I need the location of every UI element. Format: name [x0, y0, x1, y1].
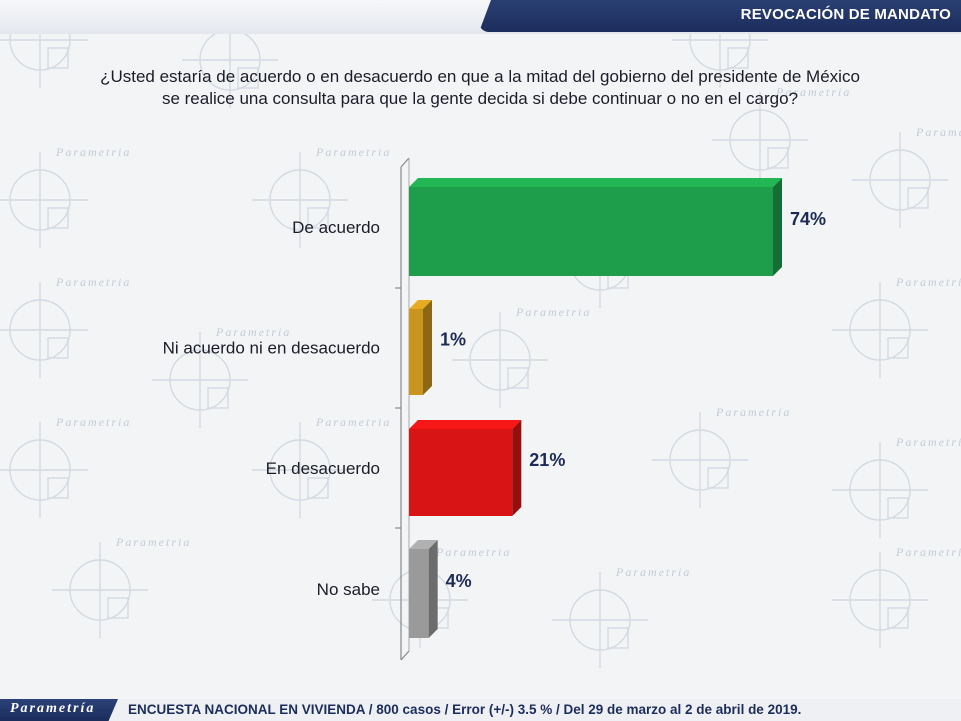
watermark-text: Parametria [55, 145, 131, 159]
bar-side [428, 540, 438, 638]
header-band: REVOCACIÓN DE MANDATO [0, 0, 961, 34]
watermark-box [767, 147, 789, 169]
watermark-text: Parametria [115, 535, 191, 549]
footer: Parametría ENCUESTA NACIONAL EN VIVIENDA… [0, 699, 961, 721]
bar-top [409, 178, 782, 187]
watermark-box [307, 207, 329, 229]
watermark-box [237, 67, 259, 89]
section-title: REVOCACIÓN DE MANDATO [740, 6, 951, 23]
bar-side [773, 178, 782, 276]
bar-top [409, 420, 522, 429]
watermark-text: Parametria [315, 145, 391, 159]
watermark-box [607, 627, 629, 649]
watermark-box [907, 187, 929, 209]
watermark-box [107, 597, 129, 619]
axis-depth-line [400, 157, 410, 168]
watermark-text: Parametria [895, 545, 961, 559]
footer-logo: Parametría [0, 699, 118, 721]
watermark-box [47, 47, 69, 69]
bar-4 [409, 540, 438, 638]
bar-side [512, 420, 522, 516]
category-label: Ni acuerdo ni en desacuerdo [163, 339, 380, 358]
bar-2 [409, 300, 432, 395]
survey-question: ¿Usted estaría de acuerdo o en desacuerd… [20, 66, 940, 110]
watermark-box [307, 477, 329, 499]
watermark-text: Parametria [895, 435, 961, 449]
bar-1 [409, 178, 782, 276]
watermark-text: Parametria [55, 275, 131, 289]
watermark-box [507, 367, 529, 389]
category-axis [395, 157, 410, 661]
question-line-2: se realice una consulta para que la gent… [161, 89, 799, 108]
value-label: 4% [446, 571, 472, 591]
bar-front [409, 187, 773, 276]
axis-depth-line [400, 650, 410, 661]
watermark-box [887, 337, 909, 359]
category-label: En desacuerdo [266, 459, 380, 478]
question-line-1: ¿Usted estaría de acuerdo o en desacuerd… [100, 67, 860, 86]
bar-chart: De acuerdo 74% Ni acuerdo ni en desacuerdo… [163, 157, 826, 661]
watermark-box [887, 497, 909, 519]
bar-side [423, 300, 432, 395]
bar-top [409, 300, 432, 309]
watermark-box [207, 387, 229, 409]
watermark-text: Parametria [315, 415, 391, 429]
watermark-text: Parametria [915, 125, 961, 139]
watermark-box [47, 207, 69, 229]
watermark-box [47, 337, 69, 359]
watermark-text: Parametria [55, 415, 131, 429]
survey-methodology-note: ENCUESTA NACIONAL EN VIVIENDA / 800 caso… [128, 702, 802, 717]
bar-front [409, 549, 429, 638]
watermark-box [47, 477, 69, 499]
brand-logo-text: Parametría [10, 701, 96, 716]
watermark-text: Parametria [615, 565, 691, 579]
watermark-text: Parametria [435, 545, 511, 559]
watermark-text: Parametria [775, 85, 851, 99]
value-label: 74% [790, 209, 826, 229]
watermark-text: Parametria [215, 325, 291, 339]
watermark-box [707, 467, 729, 489]
bar-3 [409, 420, 522, 516]
watermark-text: Parametria [895, 275, 961, 289]
category-label: De acuerdo [292, 218, 380, 237]
bar-front [409, 429, 513, 516]
watermark-box [887, 607, 909, 629]
value-label: 21% [529, 450, 565, 470]
watermark-text: Parametria [715, 405, 791, 419]
value-label: 1% [440, 330, 466, 350]
header-tab: REVOCACIÓN DE MANDATO [479, 0, 961, 32]
watermark-box [727, 47, 749, 69]
bar-front [409, 309, 423, 395]
watermark-text: Parametria [515, 305, 591, 319]
category-label: No sabe [317, 580, 380, 599]
bar-top [409, 540, 438, 549]
